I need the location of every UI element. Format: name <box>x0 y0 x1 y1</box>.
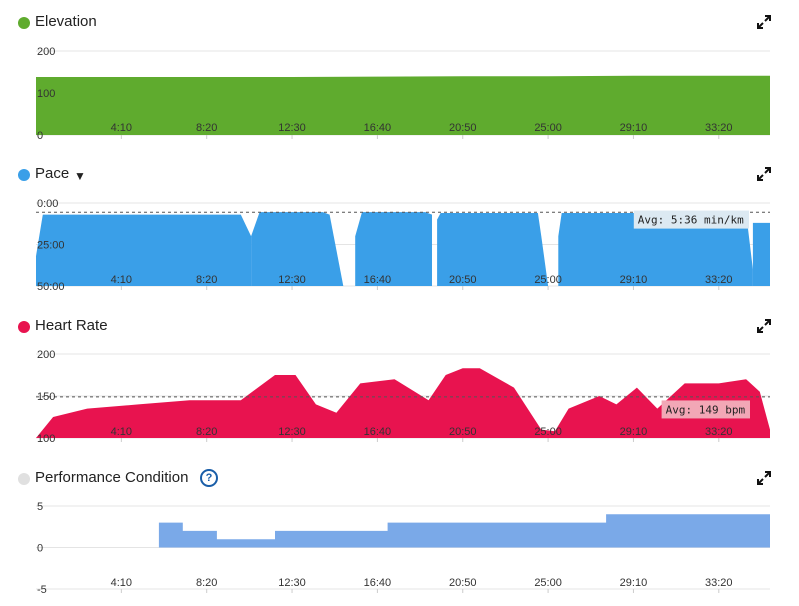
average-label: Avg: 5:36 min/km <box>638 214 744 227</box>
x-tick-label: 29:10 <box>620 274 648 286</box>
heart-rate-chart: 200 150 100 4:10 8:20 12:30 16:40 20:50 25:00 29:… <box>36 349 770 445</box>
average-label-box <box>633 210 749 229</box>
x-tick-label: 25:00 <box>534 426 562 438</box>
x-tick-label: 12:30 <box>278 274 306 286</box>
x-tick-label: 33:20 <box>705 426 733 438</box>
x-tick-label: 8:20 <box>196 426 217 438</box>
elevation-panel: Elevation 200 100 0 4:10 8:20 12:30 16:40 20:50… <box>0 12 799 152</box>
x-tick-label: 20:50 <box>449 426 477 438</box>
average-label-box <box>661 400 750 419</box>
pace-area-segment <box>251 212 344 286</box>
y-tick-label: 0 <box>37 130 43 142</box>
x-tick-label: 16:40 <box>364 577 392 589</box>
x-tick-label: 4:10 <box>111 577 132 589</box>
x-tick-label: 25:00 <box>534 122 562 134</box>
elevation-chart: 200 100 0 4:10 8:20 12:30 16:40 20:50 25:00 29:10… <box>36 46 770 142</box>
x-tick-label: 8:20 <box>196 274 217 286</box>
performance-condition-title: Performance Condition <box>35 469 189 486</box>
x-tick-label: 20:50 <box>449 274 477 286</box>
x-tick-label: 25:00 <box>534 274 562 286</box>
x-tick-label: 8:20 <box>196 577 217 589</box>
pace-area-segment <box>437 213 549 286</box>
heart-rate-header: Heart Rate <box>0 316 799 340</box>
x-tick-label: 12:30 <box>278 426 306 438</box>
y-tick-label: 200 <box>37 349 55 361</box>
expand-arrows-icon[interactable] <box>757 15 771 29</box>
pace-area-segment <box>752 222 770 286</box>
elevation-title: Elevation <box>35 13 97 30</box>
y-tick-label: 100 <box>37 88 55 100</box>
y-tick-label: 0:00 <box>37 198 58 210</box>
performance-condition-header: Performance Condition ? <box>0 468 799 492</box>
y-tick-label: 0 <box>37 543 43 555</box>
pace-chart: 0:00 25:00 50:00 4:10 8:20 12:30 16:40 20:50 25:… <box>36 198 770 293</box>
x-tick-label: 8:20 <box>196 122 217 134</box>
y-tick-label: 150 <box>37 391 55 403</box>
performance-condition-panel: Performance Condition ? 5 0 -5 4:10 8:20 12:3… <box>0 468 799 606</box>
x-tick-label: 29:10 <box>620 577 648 589</box>
x-tick-label: 12:30 <box>278 122 306 134</box>
y-tick-label: -5 <box>37 584 47 596</box>
x-tick-label: 12:30 <box>278 577 306 589</box>
y-tick-label: 50:00 <box>37 281 65 293</box>
performance-condition-chart: 5 0 -5 4:10 8:20 12:30 16:40 20:50 25:00 29:10 33:… <box>36 501 770 596</box>
expand-arrows-icon[interactable] <box>757 471 771 485</box>
x-tick-label: 29:10 <box>620 426 648 438</box>
pace-panel: Pace ▼ 0:00 25:00 50:00 4:10 8:20 12:30 16:40 2… <box>0 164 799 304</box>
question-circle-icon[interactable]: ? <box>200 469 218 487</box>
pace-area-segment <box>355 212 432 286</box>
x-tick-label: 33:20 <box>705 274 733 286</box>
x-tick-label: 4:10 <box>111 122 132 134</box>
x-tick-label: 16:40 <box>364 122 392 134</box>
pace-legend-dot <box>18 169 30 181</box>
x-tick-label: 4:10 <box>111 426 132 438</box>
performance-condition-legend-dot <box>18 473 30 485</box>
pace-area-segment <box>36 214 252 286</box>
heart-rate-title: Heart Rate <box>35 317 108 334</box>
expand-arrows-icon[interactable] <box>757 167 771 181</box>
pace-header: Pace ▼ <box>0 164 799 188</box>
y-tick-label: 25:00 <box>37 240 65 252</box>
y-tick-label: 200 <box>37 46 55 58</box>
y-tick-label: 100 <box>37 433 55 445</box>
caret-down-icon[interactable]: ▼ <box>74 169 86 183</box>
x-tick-label: 25:00 <box>534 577 562 589</box>
x-tick-label: 33:20 <box>705 122 733 134</box>
x-tick-label: 29:10 <box>620 122 648 134</box>
x-tick-label: 33:20 <box>705 577 733 589</box>
elevation-header: Elevation <box>0 12 799 36</box>
y-tick-label: 5 <box>37 501 43 513</box>
expand-arrows-icon[interactable] <box>757 319 771 333</box>
pace-title: Pace <box>35 165 70 182</box>
heart-rate-area <box>36 368 770 438</box>
pace-area-segment <box>558 213 753 286</box>
x-tick-label: 16:40 <box>364 274 392 286</box>
heart-rate-panel: Heart Rate 200 150 100 4:10 8:20 12:30 16:40 20… <box>0 316 799 456</box>
x-tick-label: 20:50 <box>449 122 477 134</box>
x-tick-label: 16:40 <box>364 426 392 438</box>
x-tick-label: 20:50 <box>449 577 477 589</box>
elevation-legend-dot <box>18 17 30 29</box>
performance-condition-area <box>158 514 770 548</box>
x-tick-label: 4:10 <box>111 274 132 286</box>
elevation-area <box>36 75 770 135</box>
average-label: Avg: 149 bpm <box>666 403 746 416</box>
heart-rate-legend-dot <box>18 321 30 333</box>
